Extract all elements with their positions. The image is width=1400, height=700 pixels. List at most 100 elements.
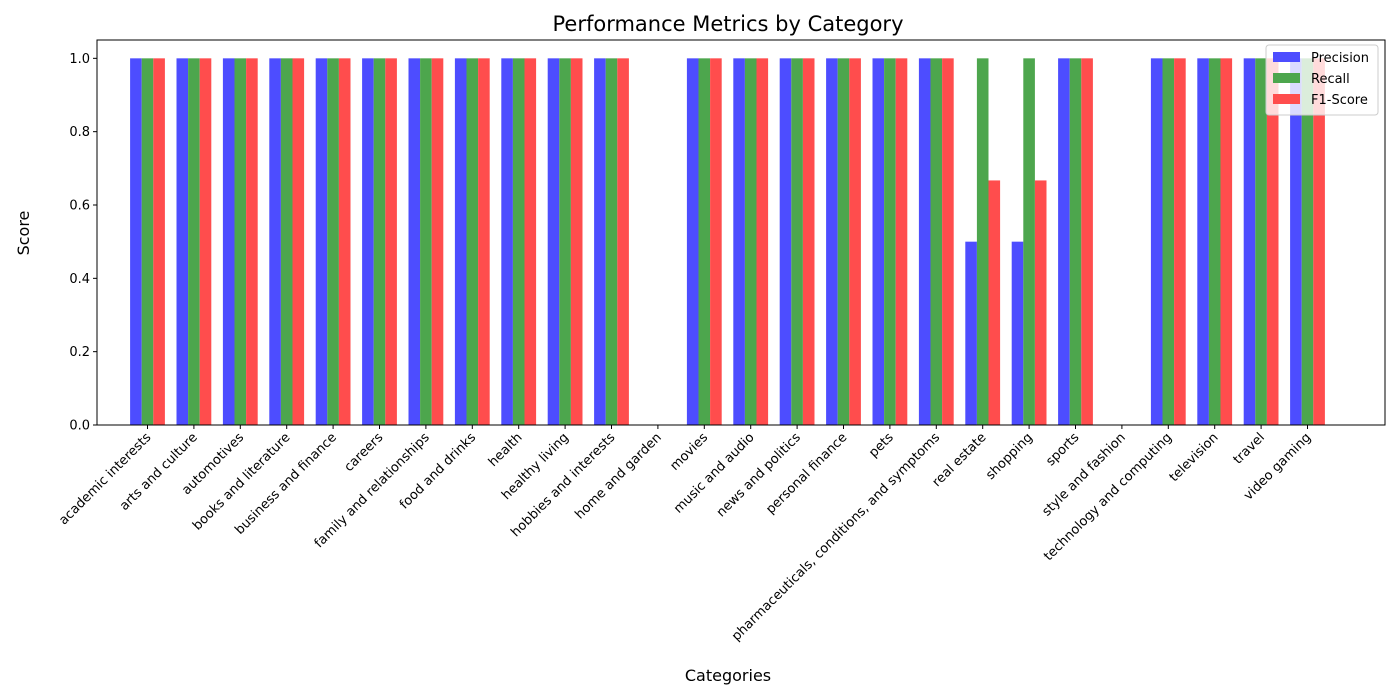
x-tick-label-careers: careers xyxy=(342,430,387,475)
x-tick-label-health: health xyxy=(486,430,526,470)
bar-f1-score-academic-interests xyxy=(153,58,165,425)
y-tick-label: 0.8 xyxy=(69,125,90,140)
legend-swatch-recall xyxy=(1273,73,1300,83)
legend-swatch-f1-score xyxy=(1273,94,1300,104)
bar-precision-news-and-politics xyxy=(779,58,792,425)
bar-precision-books-and-literature xyxy=(269,58,281,425)
bar-recall-video-gaming xyxy=(1301,58,1314,425)
x-tick-label-news-and-politics: news and politics xyxy=(714,430,804,520)
y-tick-label: 1.0 xyxy=(69,52,90,67)
bar-precision-sports xyxy=(1058,58,1070,425)
bar-f1-score-careers xyxy=(385,58,397,425)
y-tick-label: 0.2 xyxy=(69,345,90,360)
bar-precision-family-and-relationships xyxy=(408,58,421,425)
y-axis-ticks: 0.0 0.2 0.4 0.6 0.8 1.0 xyxy=(69,52,97,434)
bar-precision-video-gaming xyxy=(1290,58,1302,425)
bar-f1-score-business-and-finance xyxy=(338,58,351,425)
bar-recall-shopping xyxy=(1023,58,1035,425)
x-tick-label-academic-interests: academic interests xyxy=(56,430,154,528)
bar-recall-health xyxy=(512,58,525,425)
bar-precision-technology-and-computing xyxy=(1150,58,1163,425)
bar-recall-hobbies-and-interests xyxy=(605,58,618,425)
bar-f1-score-news-and-politics xyxy=(802,58,815,425)
bar-f1-score-hobbies-and-interests xyxy=(617,58,629,425)
y-tick-label: 0.6 xyxy=(69,199,90,214)
x-tick-label-shopping: shopping xyxy=(983,430,1036,483)
y-tick-label: 0.0 xyxy=(69,419,90,434)
x-axis-label: Categories xyxy=(685,666,771,685)
bar-f1-score-automotives xyxy=(246,58,258,425)
bar-recall-pharmaceuticals-conditions-and-symptoms xyxy=(930,58,943,425)
bar-f1-score-family-and-relationships xyxy=(431,58,444,425)
bar-recall-music-and-audio xyxy=(744,58,757,425)
bar-recall-books-and-literature xyxy=(280,58,293,425)
y-tick-label: 0.4 xyxy=(69,272,90,287)
bar-f1-score-arts-and-culture xyxy=(199,58,212,425)
bar-precision-movies xyxy=(686,58,699,425)
bar-precision-television xyxy=(1197,58,1209,425)
bar-recall-pets xyxy=(884,58,896,425)
x-tick-label-travel: travel xyxy=(1231,430,1268,467)
bar-recall-academic-interests xyxy=(141,58,154,425)
bar-recall-business-and-finance xyxy=(327,58,339,425)
bar-precision-food-and-drinks xyxy=(454,58,467,425)
legend: Precision Recall F1-Score xyxy=(1265,44,1379,116)
x-tick-label-sports: sports xyxy=(1043,430,1082,469)
bar-recall-arts-and-culture xyxy=(188,58,200,425)
bar-f1-score-sports xyxy=(1081,58,1093,425)
bar-recall-technology-and-computing xyxy=(1162,58,1175,425)
bar-f1-score-health xyxy=(524,58,537,425)
bar-precision-health xyxy=(501,58,513,425)
x-tick-label-home-and-garden: home and garden xyxy=(573,430,665,522)
bar-f1-score-personal-finance xyxy=(849,58,861,425)
bar-recall-careers xyxy=(373,58,386,425)
bar-precision-personal-finance xyxy=(826,58,838,425)
legend-swatch-precision xyxy=(1273,52,1300,62)
bar-recall-food-and-drinks xyxy=(466,58,479,425)
bar-recall-personal-finance xyxy=(837,58,850,425)
bar-recall-healthy-living xyxy=(559,58,571,425)
bar-f1-score-pets xyxy=(895,58,908,425)
x-tick-label-style-and-fashion: style and fashion xyxy=(1039,430,1128,519)
y-axis-label: Score xyxy=(14,211,33,256)
x-tick-label-movies: movies xyxy=(667,430,711,474)
bar-recall-family-and-relationships xyxy=(420,58,432,425)
legend-label-precision: Precision xyxy=(1311,51,1369,66)
bar-f1-score-healthy-living xyxy=(570,58,583,425)
bar-f1-score-music-and-audio xyxy=(756,58,769,425)
bar-recall-automotives xyxy=(234,58,247,425)
x-tick-label-television: television xyxy=(1167,430,1222,485)
bar-precision-healthy-living xyxy=(547,58,560,425)
bar-recall-real-estate xyxy=(976,58,989,425)
plot-frame xyxy=(96,39,1386,426)
x-tick-label-pets: pets xyxy=(866,430,897,461)
bar-recall-movies xyxy=(698,58,711,425)
bar-f1-score-pharmaceuticals-conditions-and-symptoms xyxy=(942,58,954,425)
bar-precision-careers xyxy=(362,58,374,425)
bar-f1-score-shopping xyxy=(1034,180,1047,425)
bar-precision-travel xyxy=(1243,58,1256,425)
bar-f1-score-real-estate xyxy=(988,180,1001,425)
bar-precision-music-and-audio xyxy=(733,58,745,425)
bar-precision-pets xyxy=(872,58,885,425)
bar-precision-pharmaceuticals-conditions-and-symptoms xyxy=(918,58,931,425)
bar-precision-hobbies-and-interests xyxy=(594,58,606,425)
bar-f1-score-video-gaming xyxy=(1313,58,1325,425)
bars-group xyxy=(130,58,1325,425)
x-tick-label-music-and-audio: music and audio xyxy=(671,430,757,516)
bar-precision-shopping xyxy=(1011,241,1024,425)
bar-recall-news-and-politics xyxy=(791,58,803,425)
bar-f1-score-movies xyxy=(710,58,722,425)
bar-precision-automotives xyxy=(222,58,235,425)
bar-f1-score-travel xyxy=(1266,58,1279,425)
legend-label-recall: Recall xyxy=(1311,72,1350,87)
x-tick-label-personal-finance: personal finance xyxy=(763,430,850,517)
bar-f1-score-television xyxy=(1220,58,1233,425)
bar-recall-travel xyxy=(1255,58,1267,425)
chart-title: Performance Metrics by Category xyxy=(552,12,903,36)
bar-f1-score-food-and-drinks xyxy=(478,58,490,425)
legend-label-f1-score: F1-Score xyxy=(1311,93,1368,108)
